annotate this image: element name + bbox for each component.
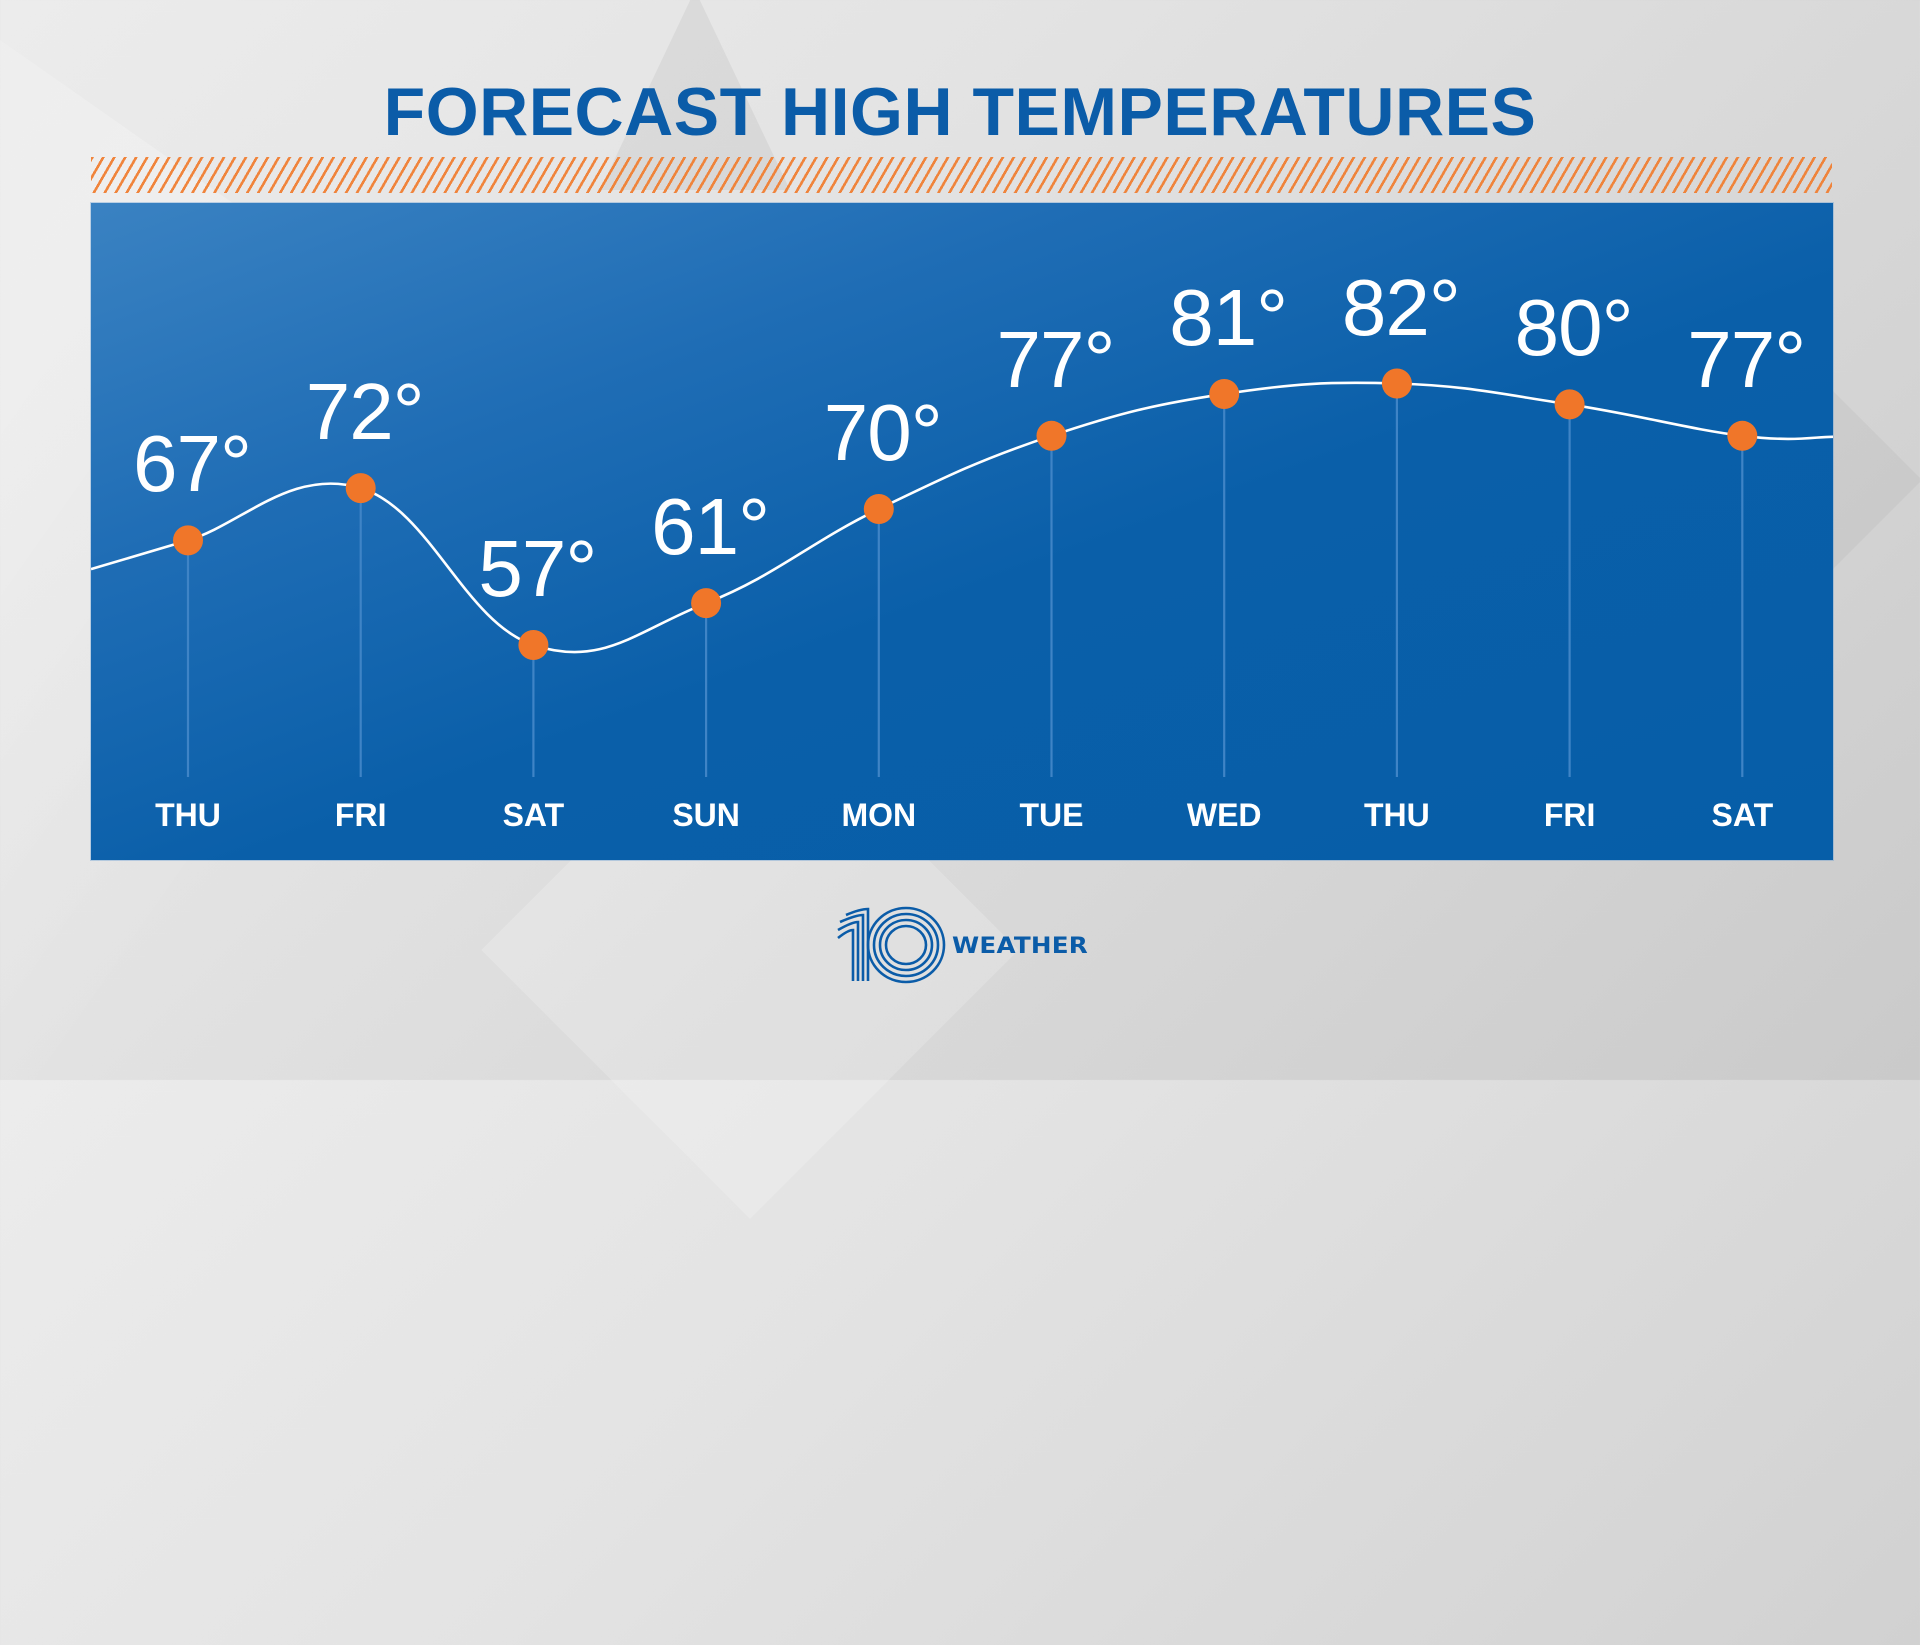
logo-10-icon — [837, 906, 946, 984]
temperature-label: 70° — [823, 388, 943, 478]
chart-title-text: FORECAST HIGH TEMPERATURES — [383, 74, 1537, 150]
forecast-chart-panel: 67° THU 72° FRI 57° SAT 61° SUN 70° MON 77° TUE 81° W… — [91, 203, 1833, 860]
data-point-marker — [518, 630, 549, 660]
temperature-label: 77° — [996, 314, 1116, 404]
day-label: TUE — [1019, 797, 1084, 833]
temperature-label: 77° — [1687, 314, 1806, 404]
temperature-label: 57° — [478, 524, 597, 613]
day-label: THU — [1364, 797, 1430, 833]
temperature-label: 67° — [133, 419, 252, 509]
chart-title: FORECAST HIGH TEMPERATURES — [0, 74, 1920, 150]
logo-weather-text: WEATHER — [952, 934, 1088, 959]
data-point-marker — [1036, 420, 1067, 451]
day-label: SAT — [502, 797, 565, 833]
temperature-label: 61° — [651, 482, 770, 572]
day-label: SUN — [672, 797, 740, 833]
orange-hatch-divider — [91, 157, 1832, 193]
data-point-marker — [1381, 368, 1412, 399]
temperature-label: 72° — [305, 367, 425, 457]
day-label: WED — [1186, 797, 1262, 833]
temperature-label: 82° — [1341, 262, 1461, 352]
temperature-label: 81° — [1169, 272, 1288, 362]
data-point-marker — [1727, 420, 1758, 451]
data-point-marker — [863, 494, 894, 525]
day-label: THU — [155, 797, 221, 833]
day-label: FRI — [1543, 797, 1596, 833]
data-point-marker — [1554, 389, 1585, 420]
day-label: SAT — [1711, 797, 1774, 833]
data-point-marker — [691, 588, 722, 619]
data-point-marker — [345, 473, 376, 504]
data-point-marker — [173, 525, 203, 556]
data-point-marker — [1209, 378, 1240, 409]
temperature-label: 80° — [1514, 283, 1634, 373]
10-weather-logo: WEATHER — [836, 905, 1096, 985]
temperature-line-chart — [91, 368, 1833, 777]
day-label: MON — [841, 797, 917, 833]
day-label: FRI — [334, 797, 387, 833]
